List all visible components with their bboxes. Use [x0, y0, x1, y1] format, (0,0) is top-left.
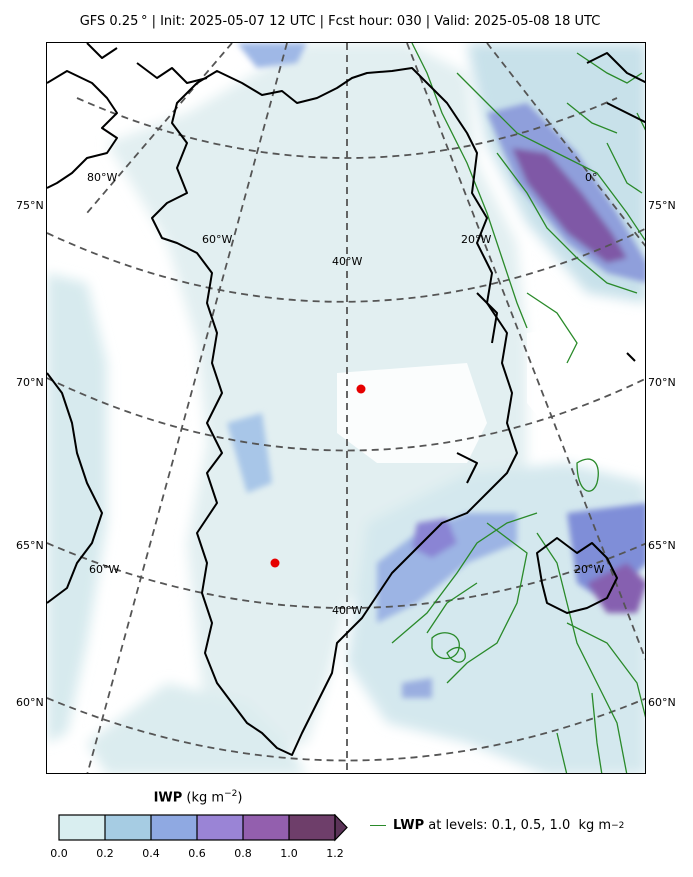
figure-title: GFS 0.25 ° | Init: 2025-05-07 12 UTC | F…	[79, 14, 601, 29]
lwp-legend-var: LWP	[393, 818, 425, 833]
iwp-se-core	[412, 518, 457, 558]
colorbar-graphic	[58, 813, 348, 842]
map-panel: 80°W 60°W 40°W 20°W 0° 60°W 40°W 20°W	[46, 42, 646, 774]
lat-label-left-75n: 75°N	[16, 199, 44, 212]
lon-label-0: 0°	[585, 171, 598, 184]
iwp-greenland-cover	[107, 43, 527, 755]
colorbar-title-var: IWP	[153, 790, 183, 806]
lat-label-right-65n: 65°N	[648, 539, 676, 552]
parallel-75n	[47, 227, 645, 303]
lwp-contour-ne-inner	[496, 152, 638, 364]
meridian-60w	[86, 43, 288, 773]
lwp-contour-se-ring2	[446, 646, 466, 663]
lwp-contour-ne-right	[566, 102, 643, 194]
jan-mayen	[626, 352, 636, 362]
meridian-80w	[86, 43, 233, 214]
lon-label-40w-south: 40°W	[332, 604, 363, 617]
lwp-legend-swatch	[370, 825, 386, 826]
colorbar-title-exp: −2	[224, 789, 238, 799]
colorbar	[58, 813, 350, 846]
lwp-contour-east-bottom	[556, 692, 603, 773]
colorbar-tick-6: 1.2	[326, 847, 344, 860]
greenland-coast	[151, 67, 518, 756]
colorbar-tick-4: 0.8	[234, 847, 252, 860]
colorbar-title: IWP (kg m−2)	[60, 789, 336, 805]
lwp-contour-east-small	[576, 458, 599, 492]
lwp-contours	[391, 43, 645, 773]
colorbar-bin-3	[151, 815, 197, 840]
iwp-top-patch	[237, 43, 307, 68]
colorbar-title-close: )	[237, 790, 243, 806]
colorbar-title-unit: (kg m	[182, 790, 225, 806]
colorbar-tick-3: 0.6	[188, 847, 206, 860]
iwp-ne-max	[512, 148, 627, 263]
colorbar-tick-1: 0.2	[96, 847, 114, 860]
colorbar-bin-4	[197, 815, 243, 840]
iwp-interior-clear	[337, 363, 487, 463]
lat-label-right-75n: 75°N	[648, 199, 676, 212]
lat-label-left-60n: 60°N	[16, 696, 44, 709]
lwp-legend-exp: −2	[611, 820, 625, 831]
colorbar-tick-2: 0.4	[142, 847, 160, 860]
lon-label-20w-south: 20°W	[574, 563, 605, 576]
lwp-contour-ne-top	[576, 52, 645, 131]
colorbar-bin-1	[59, 815, 105, 840]
lwp-contour-se	[391, 512, 538, 684]
lwp-legend-levels: at levels: 0.1, 0.5, 1.0 kg m	[424, 818, 612, 833]
iceland-coast	[536, 537, 618, 614]
lat-label-left-70n: 70°N	[16, 376, 44, 389]
iwp-se-band	[377, 513, 517, 623]
lwp-contour-east	[536, 532, 645, 773]
lon-label-40w-north: 40°W	[332, 255, 363, 268]
ellesmere-coast	[47, 43, 208, 189]
east-fjords	[456, 292, 498, 484]
red-dot-south	[270, 558, 280, 568]
lon-label-60w-north: 60°W	[202, 233, 233, 246]
iwp-south-band	[87, 683, 306, 773]
lon-label-60w-south: 60°W	[89, 563, 120, 576]
iwp-small-south	[402, 678, 432, 698]
coastlines	[47, 43, 645, 756]
lat-label-right-60n: 60°N	[648, 696, 676, 709]
iwp-west-patch	[227, 413, 272, 493]
baffin-coast	[47, 372, 103, 604]
map-canvas	[47, 43, 645, 773]
iwp-west-strip	[47, 273, 107, 743]
parallel-65n	[47, 542, 645, 609]
lwp-contour-ne-outer	[411, 43, 645, 329]
colorbar-bin-5	[243, 815, 289, 840]
parallel-70n	[47, 377, 645, 452]
lat-label-left-65n: 65°N	[16, 539, 44, 552]
svalbard-coast	[586, 52, 645, 124]
colorbar-extend-arrow	[334, 813, 348, 842]
colorbar-tick-5: 1.0	[280, 847, 298, 860]
colorbar-bin-6	[289, 815, 335, 840]
meridian-0	[486, 43, 645, 247]
lat-label-right-70n: 70°N	[648, 376, 676, 389]
lon-label-20w-north: 20°W	[461, 233, 492, 246]
colorbar-tick-0: 0.0	[50, 847, 68, 860]
iwp-ocean-clear	[527, 313, 645, 463]
station-markers	[270, 384, 366, 568]
colorbar-bin-2	[105, 815, 151, 840]
lwp-legend: LWP at levels: 0.1, 0.5, 1.0 kg m −2	[370, 818, 624, 833]
iwp-field	[47, 43, 645, 773]
lon-label-80w: 80°W	[87, 171, 118, 184]
red-dot-north	[356, 384, 366, 394]
parallel-60n	[47, 697, 645, 762]
